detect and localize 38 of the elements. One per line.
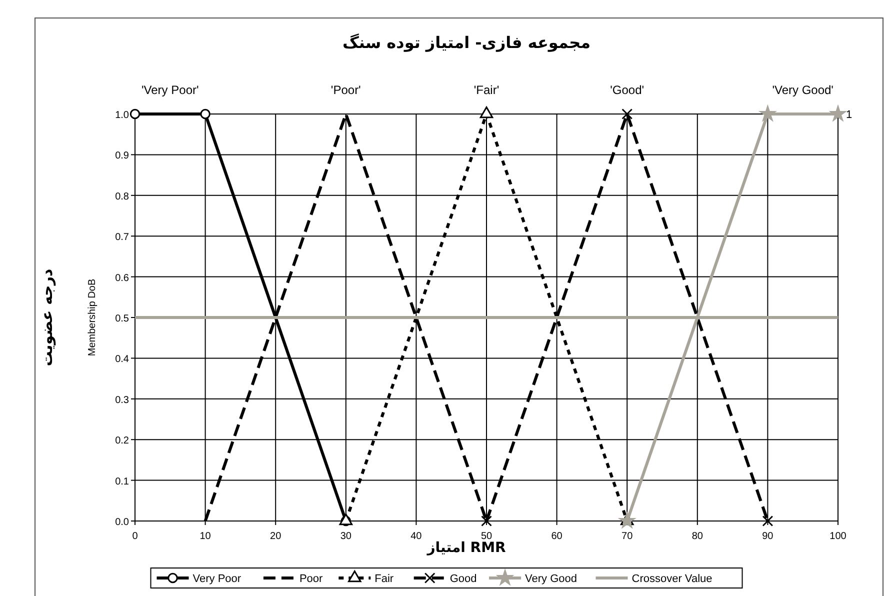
y-tick-label: 0.1	[115, 476, 130, 488]
y-axis-title: Membership DoB	[87, 278, 98, 356]
x-tick-label: 90	[762, 531, 774, 542]
y-tick-label: 0.7	[115, 232, 130, 244]
legend-label: Good	[450, 573, 477, 585]
legend-label: Poor	[299, 573, 324, 585]
y-tick-label: 0.4	[115, 354, 130, 366]
x-tick-label: 100	[830, 531, 847, 542]
y-tick-label: 0.3	[115, 394, 130, 406]
annotation: 1	[846, 109, 852, 121]
x-tick-label: 40	[410, 531, 422, 542]
y-tick-label: 0.2	[115, 436, 130, 447]
annotation: 'Very Poor'	[142, 83, 199, 97]
annotation: 'Poor'	[330, 83, 361, 97]
x-tick-label: 20	[270, 531, 282, 542]
annotation: 'Good'	[610, 83, 644, 97]
legend-label: Crossover Value	[632, 573, 712, 585]
annotation: 'Fair'	[474, 83, 500, 97]
legend-label: Very Poor	[192, 573, 242, 585]
y-tick-label: 0.6	[115, 272, 130, 284]
x-tick-label: 80	[692, 531, 704, 542]
y-tick-label: 1.0	[115, 110, 130, 121]
y-tick-label: 0.8	[115, 191, 130, 202]
chart-title: مجموعه فازی- امتیاز توده سنگ	[342, 33, 591, 52]
y-tick-label: 0.9	[115, 150, 130, 162]
x-tick-label: 0	[132, 531, 138, 542]
y-tick-label: 0.5	[115, 314, 130, 324]
x-axis-title: امتیاز RMR	[426, 540, 506, 556]
y-tick-label: 0.0	[115, 517, 130, 528]
x-tick-label: 60	[551, 531, 563, 542]
x-tick-label: 70	[622, 531, 634, 542]
x-tick-label: 30	[340, 531, 352, 542]
legend-label: Fair	[374, 573, 394, 585]
legend-label: Very Good	[525, 573, 578, 585]
x-tick-label: 10	[200, 531, 212, 542]
text: درجه عضویت	[38, 268, 56, 366]
x-tick-label: 50	[480, 531, 492, 542]
annotation: 'Very Good'	[772, 83, 834, 97]
